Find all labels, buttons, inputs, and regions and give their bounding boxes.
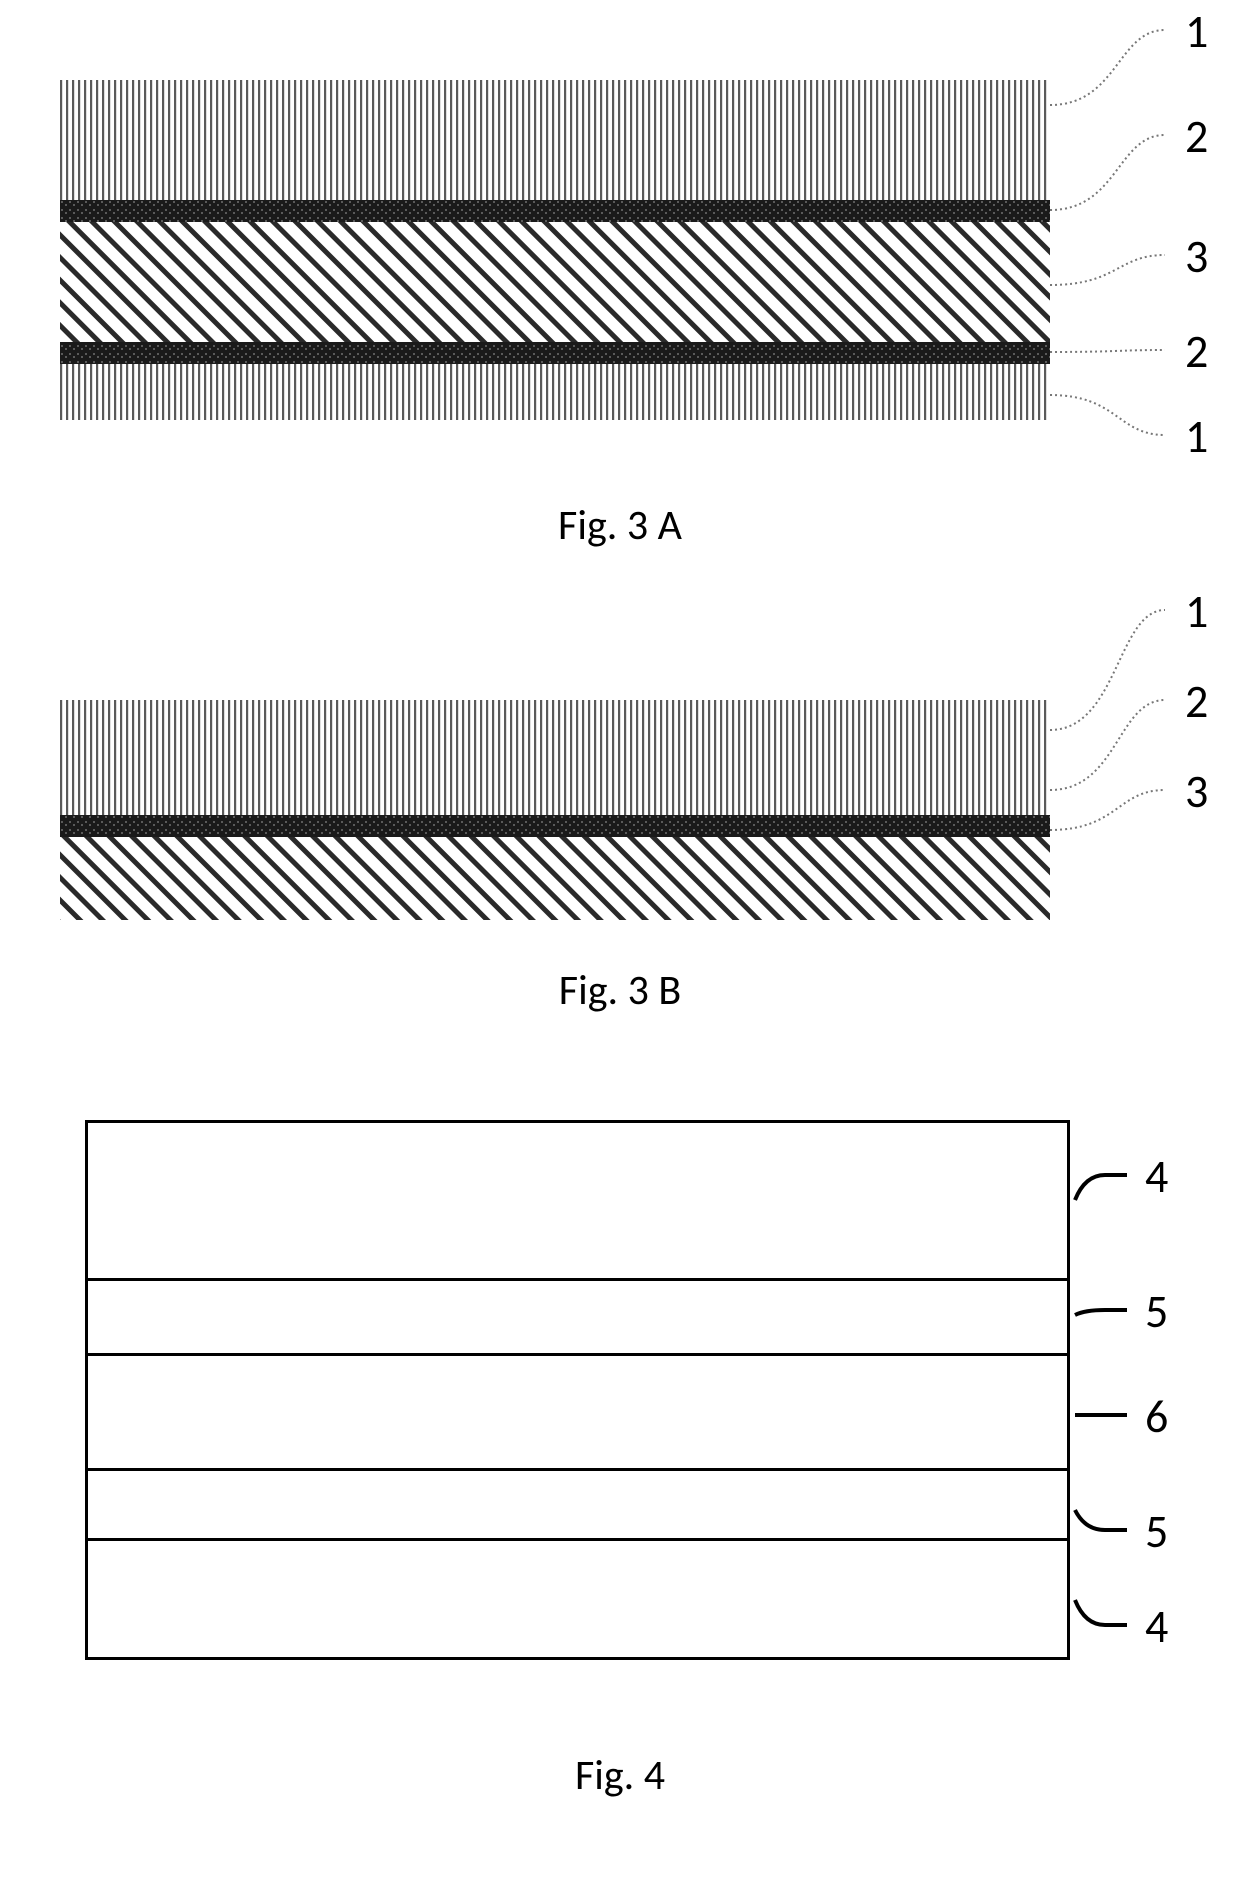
fig3a-block-layer-1 <box>60 200 1050 222</box>
fig3a-label-4: 1 <box>1185 409 1208 465</box>
fig3b-block <box>60 700 1050 920</box>
page-root: 1 2 3 2 1 Fig. 3 A 1 2 3 Fig. 3 B 4 5 6 5 4 Fig. 4 <box>0 0 1240 1877</box>
fig3a-caption: Fig. 3 A <box>0 500 1240 551</box>
fig3b-label-2: 3 <box>1185 764 1208 820</box>
fig3b-block-layer-0 <box>60 700 1050 815</box>
fig3a-block-layer-3 <box>60 342 1050 364</box>
fig3a-block <box>60 80 1050 420</box>
fig4-label-4: 4 <box>1145 1599 1168 1655</box>
fig4-divider-3 <box>88 1538 1067 1541</box>
fig3a-block-layer-0 <box>60 80 1050 200</box>
fig4-label-3: 5 <box>1145 1504 1168 1560</box>
fig3b-block-layer-2 <box>60 837 1050 920</box>
fig3b-label-0: 1 <box>1185 584 1208 640</box>
fig3a-label-0: 1 <box>1185 4 1208 60</box>
fig4-caption: Fig. 4 <box>0 1750 1240 1801</box>
fig4-label-1: 5 <box>1145 1284 1168 1340</box>
fig4-divider-0 <box>88 1278 1067 1281</box>
fig4-label-2: 6 <box>1145 1389 1168 1445</box>
fig3a-block-layer-4 <box>60 364 1050 420</box>
fig3a-label-2: 3 <box>1185 229 1208 285</box>
fig4-divider-1 <box>88 1353 1067 1356</box>
fig3b-block-svg <box>60 700 1050 920</box>
fig4-label-0: 4 <box>1145 1149 1168 1205</box>
fig3a-block-svg <box>60 80 1050 420</box>
fig3a-label-3: 2 <box>1185 324 1208 380</box>
fig4-divider-2 <box>88 1468 1067 1471</box>
fig3a-label-1: 2 <box>1185 109 1208 165</box>
fig3b-label-1: 2 <box>1185 674 1208 730</box>
fig4-box <box>85 1120 1070 1660</box>
fig3b-block-layer-1 <box>60 815 1050 837</box>
fig3b-caption: Fig. 3 B <box>0 965 1240 1016</box>
fig3a-block-layer-2 <box>60 222 1050 342</box>
